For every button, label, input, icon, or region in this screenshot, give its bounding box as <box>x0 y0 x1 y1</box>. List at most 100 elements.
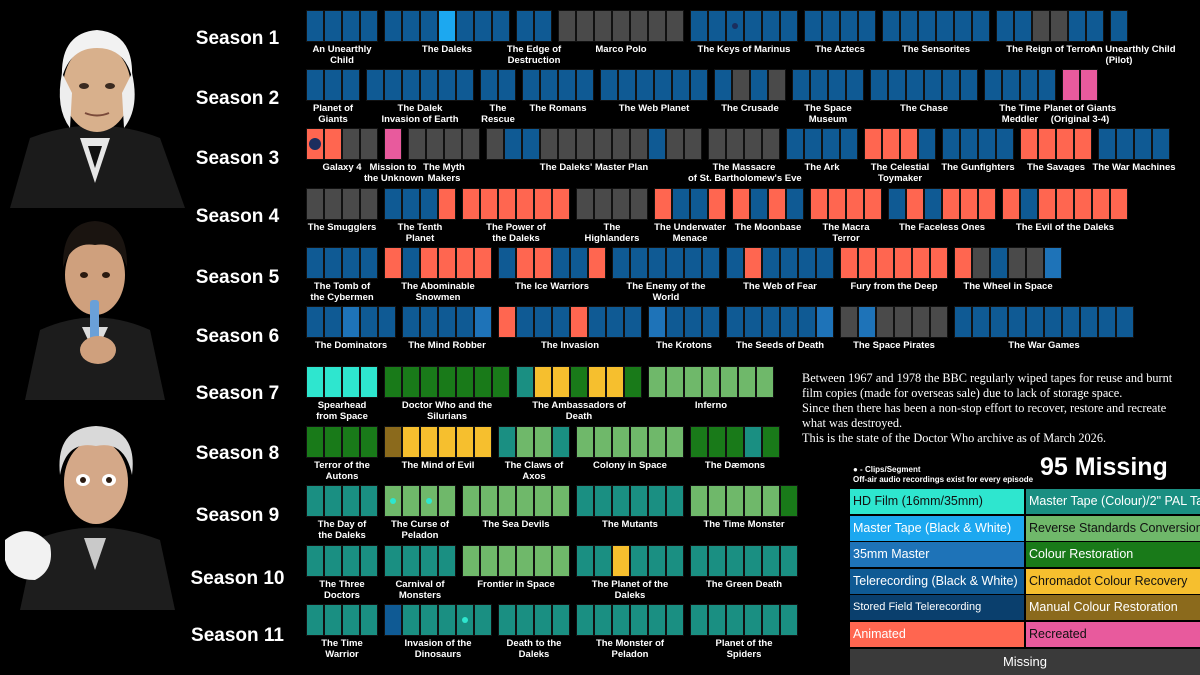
episode-cell <box>702 366 720 398</box>
episode-cell <box>540 69 558 101</box>
episode-cell <box>666 545 684 577</box>
episode-cell <box>786 188 804 220</box>
episode-cell <box>726 485 744 517</box>
episode-cell <box>474 426 492 458</box>
episode-cell <box>324 188 342 220</box>
episode-cell <box>876 247 894 279</box>
episode-cell <box>516 604 534 636</box>
episode-cell <box>864 188 882 220</box>
episode-cell <box>942 69 960 101</box>
episode-cell <box>1110 10 1128 42</box>
episode-cell <box>498 188 516 220</box>
episode-cell <box>744 128 762 160</box>
episode-cell <box>438 306 456 338</box>
episode-cell <box>648 426 666 458</box>
episode-cell <box>738 366 756 398</box>
episode-cell <box>438 545 456 577</box>
episode-cell <box>612 545 630 577</box>
episode-cell <box>744 545 762 577</box>
legend-item: Chromadot Colour Recovery <box>1026 568 1200 594</box>
story-title: An Unearthly Child (Pilot) <box>1090 44 1176 66</box>
episode-cell <box>732 188 750 220</box>
episode-cell <box>384 10 402 42</box>
episode-cell <box>708 188 726 220</box>
episode-cell <box>438 10 456 42</box>
episode-cell <box>978 128 996 160</box>
clip-dot <box>390 498 396 504</box>
episode-cell <box>744 604 762 636</box>
episode-cell <box>906 188 924 220</box>
clip-dot <box>462 617 468 623</box>
episode-cell <box>420 604 438 636</box>
story-title: The Three Doctors <box>319 579 365 601</box>
episode-cell <box>534 188 552 220</box>
episode-cell <box>780 306 798 338</box>
story-title: The Web of Fear <box>743 281 817 292</box>
season-label: Season 3 <box>195 148 280 169</box>
episode-cell <box>630 604 648 636</box>
episode-cell <box>768 188 786 220</box>
episode-cell <box>882 10 900 42</box>
episode-cell <box>342 485 360 517</box>
story-title: The Green Death <box>705 579 783 590</box>
episode-cell <box>360 188 378 220</box>
season-label: Season 10 <box>190 568 285 589</box>
episode-cell <box>438 69 456 101</box>
episode-cell <box>558 128 576 160</box>
story-title: The Faceless Ones <box>898 222 986 233</box>
episode-cell <box>762 604 780 636</box>
episode-cell <box>534 10 552 42</box>
episode-cell <box>360 10 378 42</box>
episode-cell <box>726 306 744 338</box>
episode-cell <box>630 545 648 577</box>
episode-cell <box>306 545 324 577</box>
episode-cell <box>324 69 342 101</box>
episode-cell <box>552 545 570 577</box>
episode-cell <box>1008 247 1026 279</box>
episode-cell <box>918 10 936 42</box>
story-title: Planet of Giants (Original 3-4) <box>1043 103 1117 125</box>
season-label: Season 1 <box>195 28 280 49</box>
story-title: The Evil of the Daleks <box>1015 222 1115 233</box>
episode-cell <box>858 247 876 279</box>
episode-cell <box>630 10 648 42</box>
episode-cell <box>456 366 474 398</box>
story-title: The Dæmons <box>704 460 766 471</box>
episode-cell <box>726 10 744 42</box>
episode-cell <box>342 69 360 101</box>
story-title: The Tenth Planet <box>397 222 443 244</box>
episode-cell <box>1152 128 1170 160</box>
episode-cell <box>576 485 594 517</box>
episode-cell <box>324 366 342 398</box>
episode-cell <box>1116 306 1134 338</box>
episode-cell <box>438 426 456 458</box>
episode-cell <box>522 128 540 160</box>
clip-dot <box>426 498 432 504</box>
episode-cell <box>624 366 642 398</box>
episode-cell <box>552 306 570 338</box>
episode-cell <box>840 247 858 279</box>
episode-cell <box>762 545 780 577</box>
episode-cell <box>438 604 456 636</box>
episode-cell <box>516 485 534 517</box>
episode-cell <box>576 69 594 101</box>
episode-cell <box>726 426 744 458</box>
episode-cell <box>726 247 744 279</box>
story-title: The Wheel in Space <box>963 281 1053 292</box>
story-title: The Edge of Destruction <box>506 44 562 66</box>
episode-cell <box>1026 247 1044 279</box>
episode-cell <box>1050 10 1068 42</box>
episode-cell <box>822 10 840 42</box>
episode-cell <box>552 188 570 220</box>
episode-cell <box>600 69 618 101</box>
clip-dot <box>732 23 738 29</box>
episode-cell <box>552 426 570 458</box>
season-label: Season 2 <box>195 88 280 109</box>
episode-cell <box>366 69 384 101</box>
episode-cell <box>456 69 474 101</box>
first-doctor-portrait <box>0 18 190 208</box>
episode-cell <box>534 485 552 517</box>
episode-cell <box>816 306 834 338</box>
episode-cell <box>456 306 474 338</box>
